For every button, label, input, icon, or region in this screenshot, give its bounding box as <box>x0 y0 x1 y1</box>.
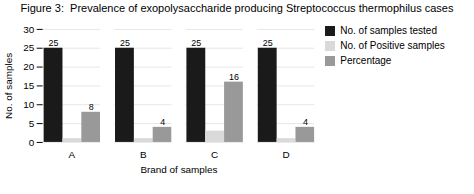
html-text:No. of samples tested: No. of samples tested <box>340 25 437 36</box>
svg-text:20: 20 <box>23 61 35 72</box>
svg-text:B: B <box>140 149 147 160</box>
svg-text:Brand of samples: Brand of samples <box>140 164 217 175</box>
svg-text:No. of samples: No. of samples <box>3 53 14 119</box>
svg-text:25: 25 <box>120 38 130 48</box>
svg-text:A: A <box>69 149 76 160</box>
svg-text:5: 5 <box>29 118 35 129</box>
html-text:Figure 3: Prevalence of exopol: Figure 3: Prevalence of exopolysaccharid… <box>20 2 454 14</box>
svg-text:D: D <box>282 149 289 160</box>
svg-text:10: 10 <box>23 99 35 110</box>
svg-text:4: 4 <box>303 117 308 127</box>
svg-text:25: 25 <box>191 38 201 48</box>
html-text:Percentage: Percentage <box>340 55 392 66</box>
svg-text:25: 25 <box>263 38 273 48</box>
svg-text:4: 4 <box>160 117 165 127</box>
svg-text:25: 25 <box>23 42 35 53</box>
svg-text:C: C <box>211 149 218 160</box>
svg-text:8: 8 <box>89 102 94 112</box>
svg-text:0: 0 <box>29 137 35 148</box>
svg-text:30: 30 <box>23 24 35 35</box>
svg-text:15: 15 <box>23 80 35 91</box>
html-text:No. of Positive samples: No. of Positive samples <box>340 40 445 51</box>
svg-text:16: 16 <box>229 72 239 82</box>
svg-text:25: 25 <box>49 38 59 48</box>
